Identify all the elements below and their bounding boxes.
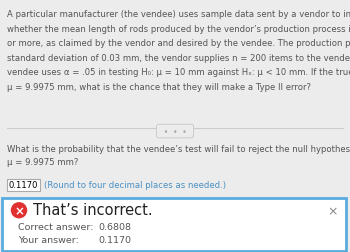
- Text: ×: ×: [328, 204, 338, 217]
- Text: μ = 9.9975 mm, what is the chance that they will make a Type II error?: μ = 9.9975 mm, what is the chance that t…: [7, 82, 311, 91]
- Text: What is the probability that the vendee’s test will fail to reject the null hypo: What is the probability that the vendee’…: [7, 145, 350, 153]
- Text: A particular manufacturer (the vendee) uses sample data sent by a vendor to inve: A particular manufacturer (the vendee) u…: [7, 10, 350, 19]
- Text: 0.6808: 0.6808: [98, 222, 131, 231]
- Text: vendee uses α = .05 in testing H₀: μ = 10 mm against Hₓ: μ < 10 mm. If the true : vendee uses α = .05 in testing H₀: μ = 1…: [7, 68, 350, 77]
- Text: Your answer:: Your answer:: [18, 235, 79, 244]
- Text: That’s incorrect.: That’s incorrect.: [33, 202, 153, 217]
- Text: or more, as claimed by the vendor and desired by the vendee. The production proc: or more, as claimed by the vendor and de…: [7, 39, 350, 48]
- Text: Correct answer:: Correct answer:: [18, 222, 93, 231]
- Text: (Round to four decimal places as needed.): (Round to four decimal places as needed.…: [44, 181, 226, 190]
- Text: •  •  •: • • •: [159, 127, 191, 136]
- Text: 0.1170: 0.1170: [98, 235, 131, 244]
- Text: μ = 9.9975 mm?: μ = 9.9975 mm?: [7, 158, 78, 167]
- Text: ×: ×: [14, 204, 24, 217]
- FancyBboxPatch shape: [7, 179, 40, 192]
- Text: 0.1170: 0.1170: [9, 181, 38, 190]
- FancyBboxPatch shape: [2, 199, 346, 251]
- Text: standard deviation of 0.03 mm, the vendor supplies n = 200 items to the vendee, : standard deviation of 0.03 mm, the vendo…: [7, 53, 350, 62]
- Circle shape: [12, 203, 27, 218]
- Text: whether the mean length of rods produced by the vendor’s production process is t: whether the mean length of rods produced…: [7, 24, 350, 33]
